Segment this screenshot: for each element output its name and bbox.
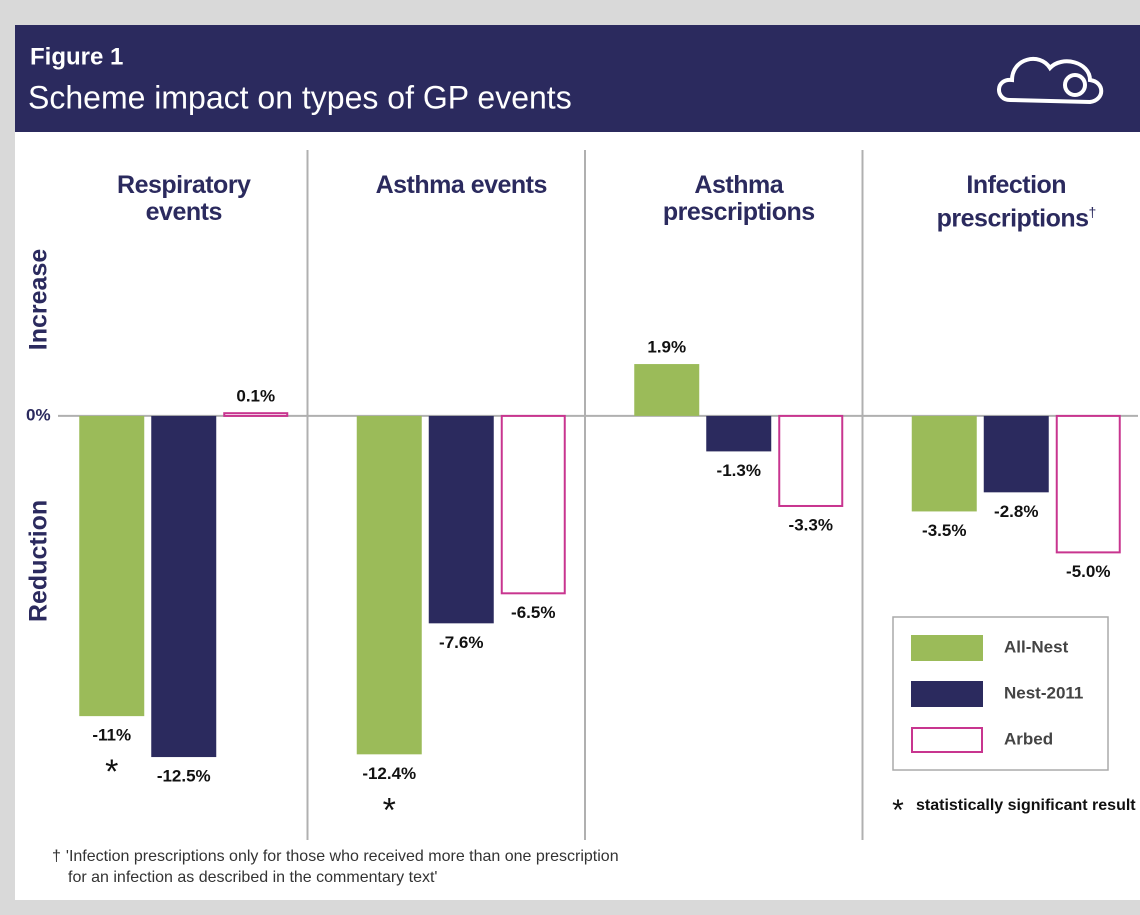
value-label: -12.5% [157, 767, 211, 786]
value-label: -6.5% [511, 603, 555, 622]
significance-mark: * [383, 791, 396, 829]
category-mark: † [1088, 204, 1097, 220]
figure-label: Figure 1 [30, 43, 123, 70]
category-text: Respiratory events [117, 171, 251, 226]
value-label: -3.3% [789, 515, 833, 534]
bar [911, 415, 977, 512]
icon [997, 57, 1104, 105]
footnote-text: 'Infection prescriptions only for those … [65, 848, 619, 886]
value-label: 0.1% [236, 387, 275, 406]
y-label-reduction: Reduction [25, 500, 53, 622]
bar [500, 414, 566, 595]
bar [79, 415, 145, 717]
bar [223, 412, 289, 417]
y-label-increase: Increase [25, 249, 53, 351]
footnote-marker: † [52, 848, 61, 865]
chart-title: Scheme impact on types of GP events [28, 79, 572, 115]
legend-label: Arbed [1004, 729, 1053, 748]
bar [1055, 414, 1121, 554]
bar [428, 415, 494, 624]
note-marker: * [892, 794, 904, 827]
value-label: -1.3% [717, 461, 761, 480]
value-label: -12.4% [362, 764, 416, 783]
value-label: -11% [92, 726, 131, 745]
note-text: statistically significant result [916, 797, 1136, 814]
bar [706, 415, 772, 452]
legend-label: All-Nest [1004, 637, 1069, 656]
value-label: -5.0% [1066, 562, 1110, 581]
value-label: -7.6% [439, 633, 483, 652]
category-label: Asthma events [361, 172, 561, 199]
legend-swatch [911, 727, 983, 753]
category-text: Asthma events [375, 171, 548, 199]
value-label: -2.8% [994, 502, 1038, 521]
bar [983, 415, 1049, 493]
category-text: Infection prescriptions [936, 171, 1089, 233]
bar [356, 415, 422, 755]
value-label: 1.9% [647, 338, 686, 357]
category-text: Asthma prescriptions [662, 171, 815, 226]
footnote: † 'Infection prescriptions only for those… [52, 846, 638, 888]
y-tick-label: 0% [26, 405, 51, 424]
value-label: -3.5% [922, 521, 966, 540]
bar [778, 414, 844, 507]
bar [634, 364, 700, 416]
legend-label: Nest-2011 [1004, 683, 1083, 702]
significance-mark: * [105, 753, 118, 791]
bar [151, 415, 217, 758]
legend-swatch [911, 635, 983, 661]
header [15, 25, 1140, 132]
legend-swatch [911, 681, 983, 707]
category-label: Respiratory events [84, 172, 284, 226]
category-label: Infection prescriptions† [916, 171, 1116, 233]
category-label: Asthma prescriptions [639, 172, 839, 226]
